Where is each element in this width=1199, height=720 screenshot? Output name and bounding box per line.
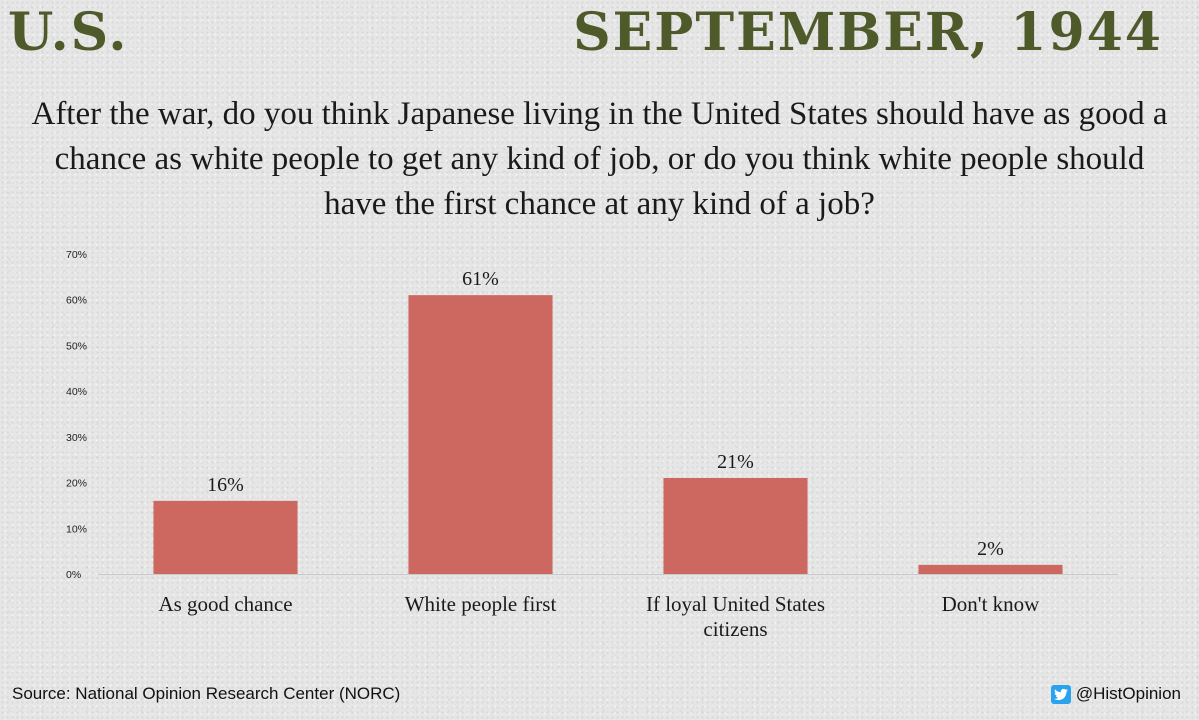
y-tick-label: 70% — [66, 249, 87, 261]
twitter-icon — [1050, 684, 1071, 704]
y-tick-label: 60% — [66, 295, 87, 307]
y-tick-label: 20% — [66, 478, 87, 490]
data-label: 16% — [207, 474, 244, 496]
y-tick-label: 30% — [66, 432, 87, 444]
y-tick-label: 50% — [66, 340, 87, 352]
data-label: 21% — [717, 451, 754, 473]
category-label: citizens — [703, 617, 767, 641]
category-label: Don't know — [942, 592, 1041, 616]
y-tick-label: 10% — [66, 523, 87, 535]
bar — [663, 478, 808, 574]
survey-date: SEPTEMBER, 1944 — [573, 2, 1163, 63]
survey-question: After the war, do you think Japanese liv… — [31, 96, 1168, 222]
data-label: 61% — [462, 268, 499, 290]
bar — [408, 295, 553, 574]
y-tick-label: 40% — [66, 386, 87, 398]
twitter-handle[interactable]: @HistOpinion — [1050, 684, 1181, 704]
data-label: 2% — [977, 538, 1004, 560]
bar — [153, 500, 298, 574]
category-label: As good chance — [158, 592, 292, 616]
category-label: If loyal United States — [646, 592, 825, 616]
bar — [918, 564, 1063, 574]
category-label: White people first — [405, 592, 557, 616]
country-label: U.S. — [8, 2, 129, 63]
y-tick-label: 0% — [66, 569, 81, 581]
source-note: Source: National Opinion Research Center… — [12, 684, 401, 703]
handle-text: @HistOpinion — [1075, 684, 1181, 703]
